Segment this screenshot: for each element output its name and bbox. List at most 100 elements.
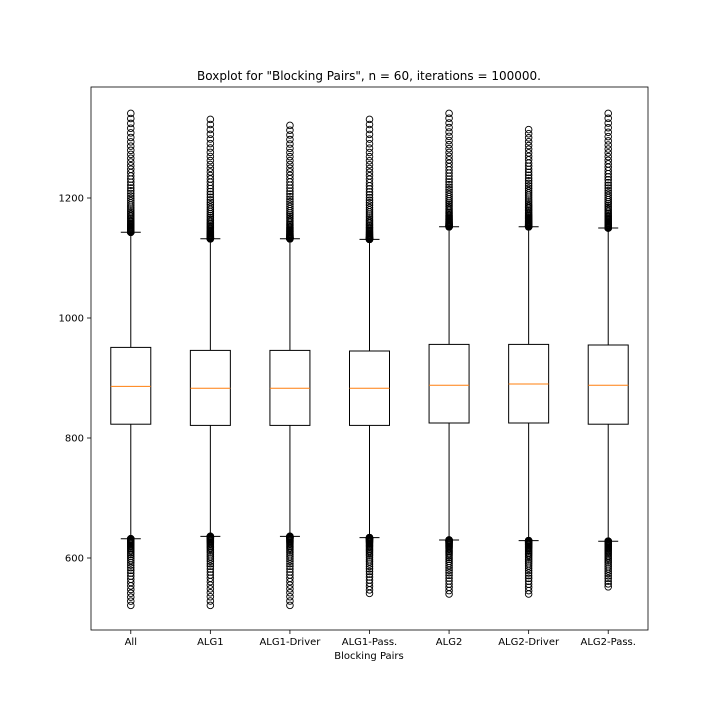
outlier-point [524, 577, 533, 585]
outlier-point [286, 135, 294, 144]
outlier-point [127, 192, 135, 200]
outlier-point [604, 200, 612, 208]
outlier-point [206, 120, 215, 129]
outlier-point [127, 601, 135, 610]
outlier-point [206, 152, 215, 161]
outlier-point [524, 174, 533, 182]
outlier-point [127, 550, 135, 559]
outlier-point [524, 152, 533, 161]
plot-area: 600 800 1000 1200 All ALG1 ALG1-Driver ALG1-Pas… [59, 109, 636, 648]
outlier-point [604, 160, 612, 168]
outlier-point [604, 152, 612, 161]
outlier-point [206, 160, 215, 169]
outlier-point [365, 152, 374, 161]
outlier-point [445, 109, 453, 118]
outlier-point [127, 165, 135, 173]
outlier-point [604, 184, 612, 192]
outlier-point [604, 137, 612, 145]
outlier-point [127, 593, 135, 601]
outlier-point [604, 141, 612, 149]
outlier-point [524, 149, 533, 157]
outlier-point [365, 160, 374, 169]
axes-frame [90, 86, 649, 631]
outlier-point [127, 566, 135, 575]
outlier-point [286, 187, 294, 195]
outlier-point [286, 577, 294, 586]
outlier-point [604, 123, 612, 132]
outlier-point [127, 563, 135, 572]
outlier-point [286, 588, 294, 597]
outlier-point [286, 549, 294, 557]
outlier-point [286, 126, 294, 134]
outlier-point [524, 177, 533, 185]
outlier-point [445, 561, 453, 570]
outlier-point [286, 192, 294, 201]
outlier-point [286, 121, 294, 130]
outlier-point [286, 156, 294, 165]
outlier-point [604, 572, 612, 580]
outlier-point [365, 144, 374, 152]
outlier-point [206, 597, 215, 605]
outlier-point [206, 115, 215, 124]
outlier-point [365, 199, 374, 207]
outlier-point [445, 586, 453, 595]
outlier-point [445, 574, 453, 582]
outlier-point [286, 212, 294, 221]
outlier-point [445, 140, 453, 149]
outlier-point [365, 130, 374, 139]
outlier-point [286, 195, 294, 204]
outlier-point [445, 119, 453, 127]
y-tick-label: 600 [65, 554, 84, 565]
outlier-point [604, 567, 612, 575]
outlier-point [445, 159, 453, 168]
outlier-point [445, 566, 453, 574]
outlier-point [206, 555, 215, 563]
outlier-point [524, 134, 533, 142]
outlier-point [127, 556, 135, 565]
outlier-point [206, 187, 215, 196]
outlier-point [524, 137, 533, 146]
outlier-point [445, 123, 453, 132]
outlier-point [286, 559, 294, 568]
outlier-point [604, 557, 612, 565]
outlier-point [524, 564, 533, 572]
outlier-point [604, 156, 612, 165]
outlier-point [365, 188, 374, 196]
outlier-point [524, 571, 533, 580]
outlier-point [604, 186, 612, 195]
outlier-point [286, 555, 294, 563]
outlier-point [127, 589, 135, 597]
outlier-point [445, 178, 453, 186]
outlier-point [206, 148, 215, 157]
outlier-point [445, 186, 453, 194]
outlier-point [206, 125, 215, 134]
outlier-point [604, 583, 612, 591]
outlier-point [365, 567, 374, 576]
outlier-point [127, 150, 135, 159]
outlier-point [604, 119, 612, 127]
outlier-point [445, 128, 453, 136]
outlier-point [365, 560, 374, 568]
outlier-point [127, 207, 135, 215]
outlier-point [365, 201, 374, 210]
outlier-point [365, 586, 374, 594]
outlier-point [445, 199, 453, 207]
outlier-point [445, 555, 453, 564]
outlier-point [604, 189, 612, 197]
outlier-point [127, 597, 135, 605]
outlier-point [604, 577, 612, 585]
outlier-point [445, 175, 453, 183]
outlier-point [365, 168, 374, 176]
outlier-point [524, 125, 533, 134]
outlier-point [365, 214, 374, 222]
x-tick-label: ALG2-Driver [498, 637, 560, 648]
outlier-point [286, 547, 294, 555]
outlier-point [445, 180, 453, 189]
outlier-point [206, 139, 215, 148]
outlier-point [206, 213, 215, 222]
outlier-point [445, 590, 453, 598]
outlier-point [365, 135, 374, 143]
outlier-point [365, 565, 374, 573]
outlier-point [286, 200, 294, 208]
outlier-point [524, 145, 533, 154]
